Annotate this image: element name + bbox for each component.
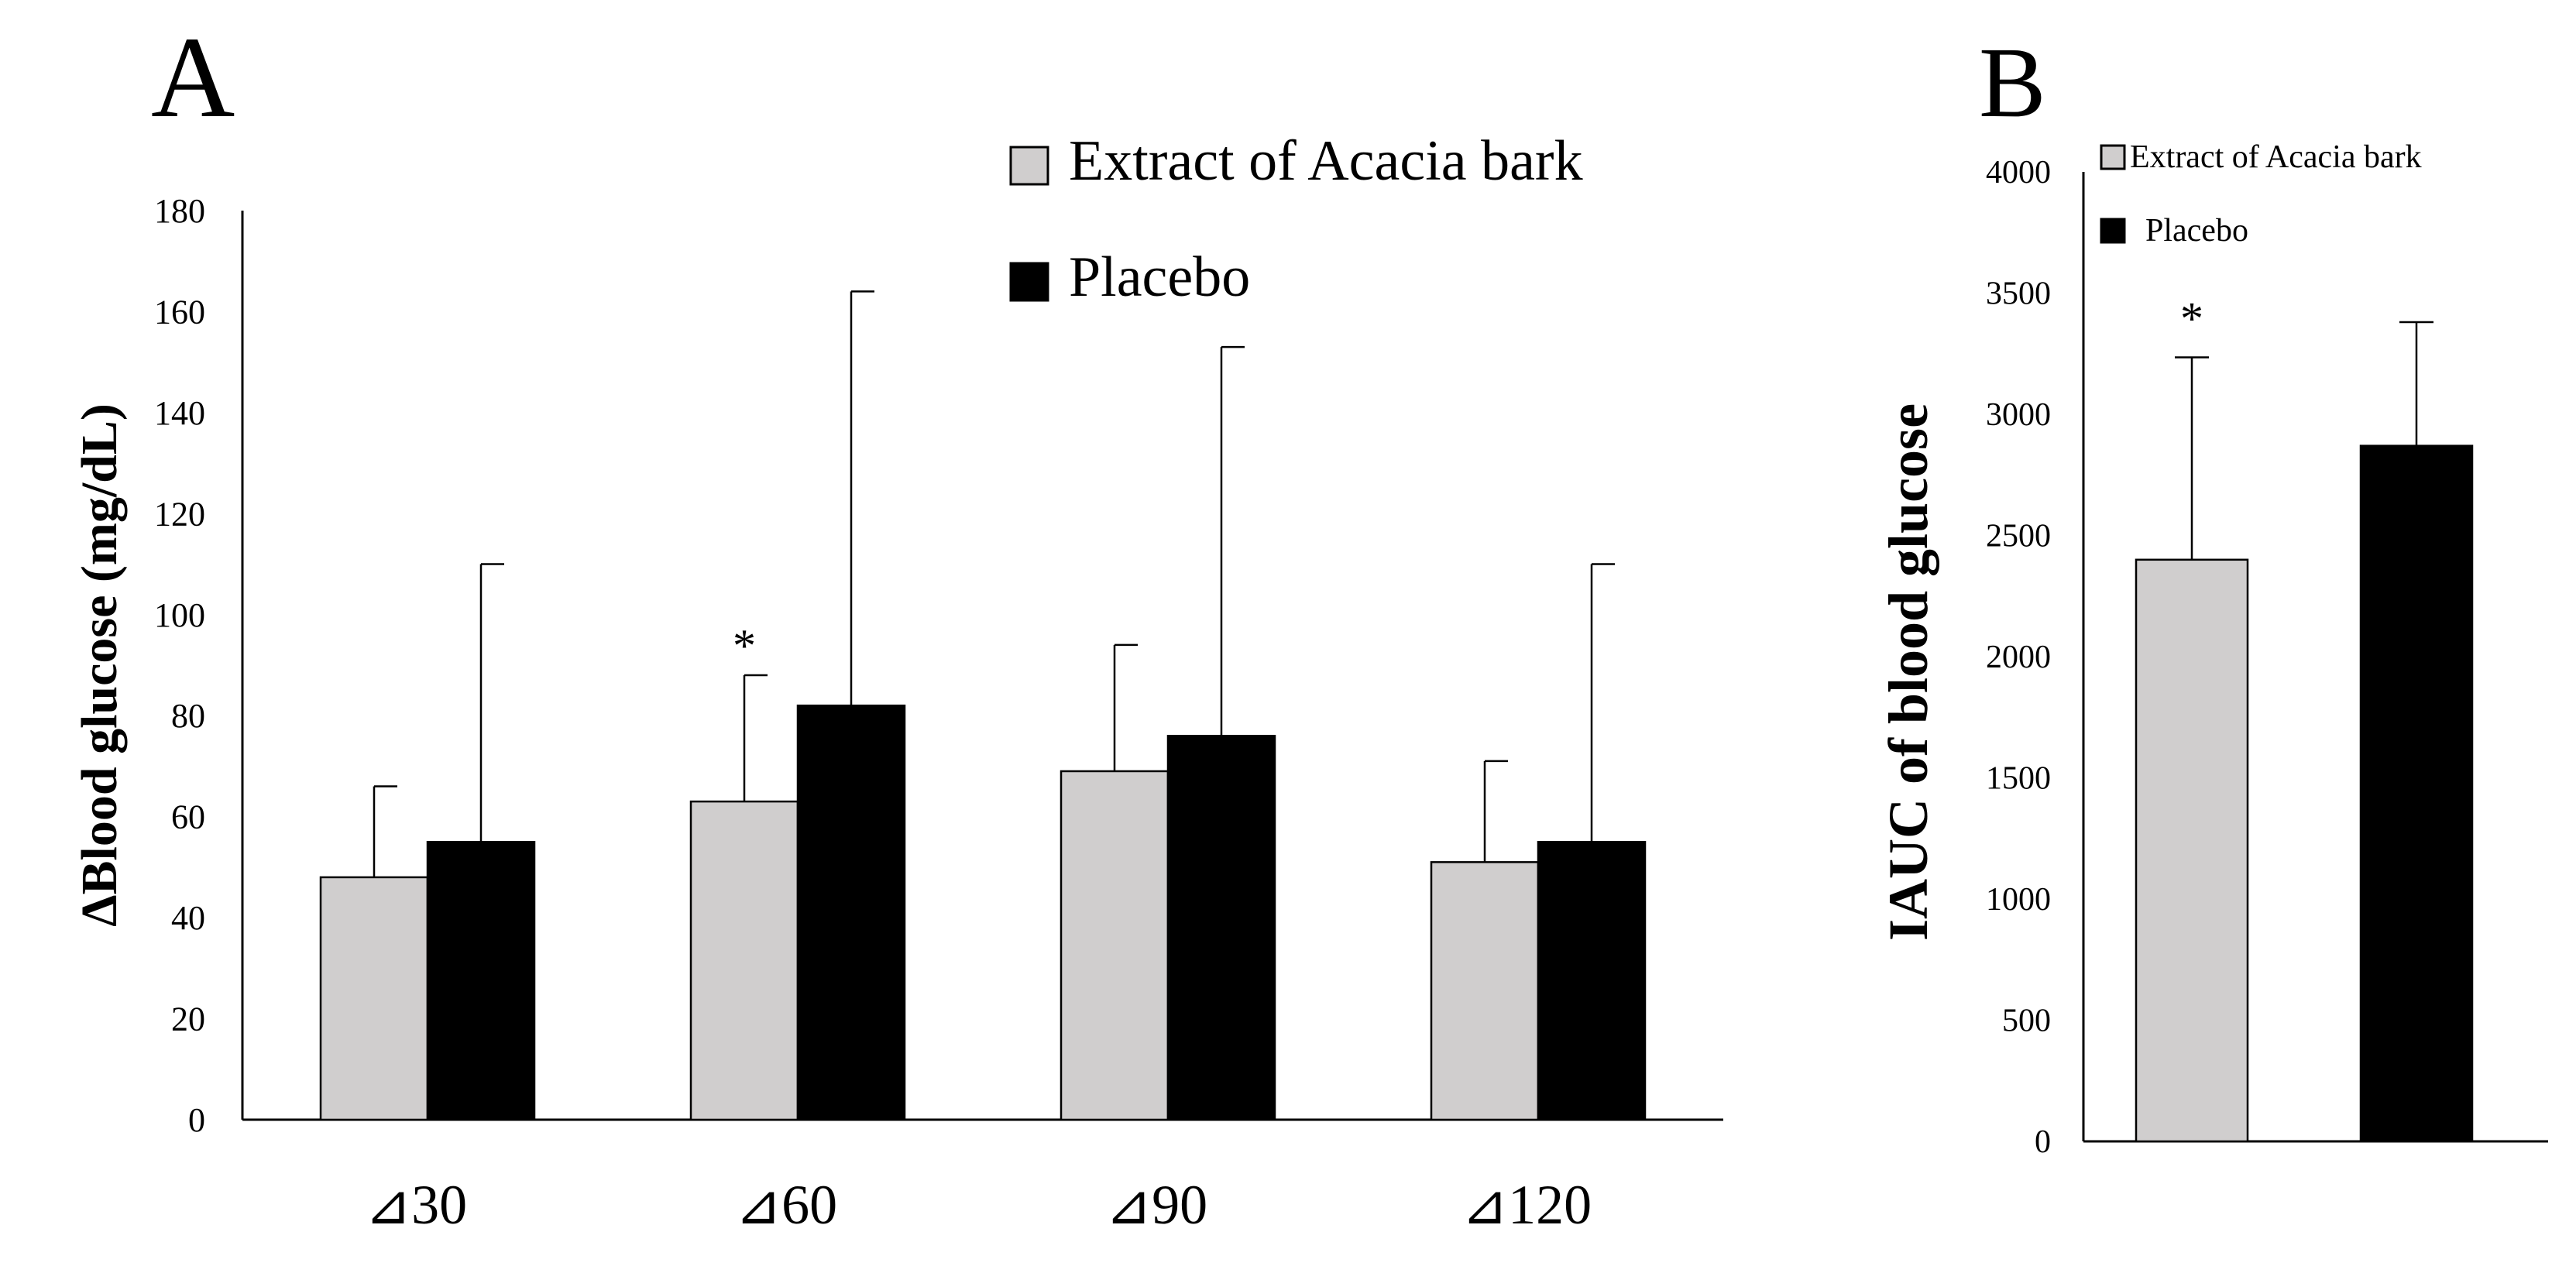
panel-a-y-tick-label: 100 (154, 596, 205, 634)
panel-b-legend-swatch (2100, 218, 2126, 244)
panel-b-y-tick-label: 1500 (1986, 761, 2051, 797)
panel-b-y-tick-label: 500 (2002, 1004, 2051, 1039)
panel-a-label: A (151, 13, 235, 142)
panel-a-x-tick-label: ⊿30 (365, 1174, 467, 1236)
panel-a-x-tick-label: ⊿90 (1105, 1174, 1207, 1236)
panel-a-y-tick-label: 40 (171, 899, 205, 937)
panel-a-y-tick-label: 180 (154, 192, 205, 230)
panel-a-y-tick-label: 140 (154, 394, 205, 432)
panel-a-x-tick-label: ⊿120 (1461, 1174, 1592, 1236)
panel-a-bar (1537, 841, 1647, 1121)
panel-a-y-tick-label: 160 (154, 293, 205, 331)
panel-a-legend-swatch (1009, 146, 1049, 186)
panel-a-y-tick-label: 60 (171, 798, 205, 836)
panel-b-significance-marker: * (2180, 293, 2203, 344)
panel-a-bar (689, 800, 799, 1121)
panel-b-bar (2359, 444, 2474, 1143)
panel-b-bar (2135, 558, 2249, 1143)
panel-a-bar (319, 876, 429, 1121)
panel-a-legend-label: Extract of Acacia bark (1069, 129, 1583, 193)
panel-a-x-tick-label: ⊿60 (735, 1174, 837, 1236)
panel-a-significance-marker: * (733, 620, 756, 671)
panel-a-bar (796, 704, 906, 1121)
panel-b-legend-label: Placebo (2145, 213, 2248, 249)
panel-b-y-tick-label: 2500 (1986, 519, 2051, 554)
panel-b-y-tick-label: 0 (2035, 1124, 2051, 1160)
panel-a-bar (1430, 861, 1540, 1121)
panel-b-y-axis-title: IAUC of blood glucose (1877, 403, 1939, 941)
panel-a-y-axis-title: ΔBlood glucose (mg/dL) (71, 403, 128, 927)
panel-a-y-tick-label: 80 (171, 697, 205, 735)
panel-a-y-tick-label: 120 (154, 495, 205, 533)
panel-b-y-tick-label: 4000 (1986, 155, 2051, 190)
panel-a-legend-swatch (1009, 262, 1049, 302)
panel-a-y-tick-label: 0 (188, 1101, 205, 1139)
panel-a-bar (426, 841, 536, 1121)
panel-b-y-tick-label: 1000 (1986, 882, 2051, 918)
panel-a-bar (1060, 770, 1170, 1121)
panel-b-legend-label: Extract of Acacia bark (2130, 139, 2422, 175)
panel-b-legend-swatch (2100, 144, 2126, 170)
panel-b-y-tick-label: 3000 (1986, 397, 2051, 433)
panel-b-label: B (1979, 27, 2046, 139)
panel-a-y-tick-label: 20 (171, 1000, 205, 1038)
panel-b-y-tick-label: 2000 (1986, 640, 2051, 675)
panel-a-bar (1166, 735, 1276, 1121)
panel-a-legend-label: Placebo (1069, 245, 1250, 309)
panel-b-y-tick-label: 3500 (1986, 276, 2051, 312)
